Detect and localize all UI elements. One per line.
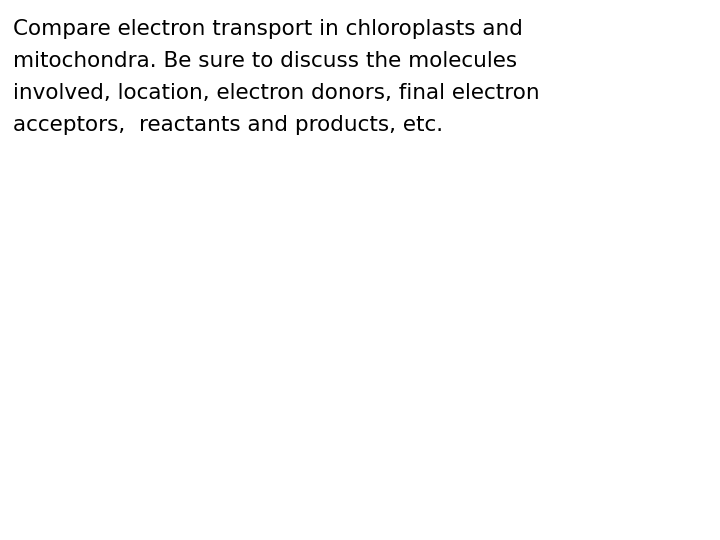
Text: Compare electron transport in chloroplasts and
mitochondra. Be sure to discuss t: Compare electron transport in chloroplas… [13, 19, 539, 135]
